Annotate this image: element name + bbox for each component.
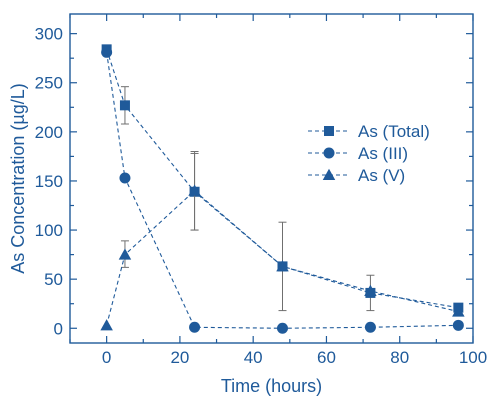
data-point: [100, 319, 113, 331]
y-tick-label: 150: [35, 172, 63, 191]
data-point: [364, 284, 377, 296]
data-point: [452, 305, 465, 317]
series-circle: [101, 46, 464, 334]
y-tick-label: 50: [44, 270, 63, 289]
data-point: [452, 319, 464, 331]
data-point: [188, 184, 201, 196]
x-tick-label: 20: [170, 348, 189, 367]
series-layer: [100, 44, 465, 334]
legend-marker: [323, 147, 335, 159]
data-point: [189, 321, 201, 333]
x-tick-label: 0: [102, 348, 111, 367]
y-axis-title: As Concentration (µg/L): [8, 83, 28, 273]
x-tick-label: 80: [390, 348, 409, 367]
ticks: 0 20 40 60 80 100 0 50 100 150 200 250 300: [35, 14, 487, 367]
x-axis-title: Time (hours): [221, 376, 322, 396]
y-tick-label: 100: [35, 221, 63, 240]
x-tick-label: 40: [244, 348, 263, 367]
series-line: [106, 190, 459, 326]
data-point: [276, 260, 289, 272]
y-tick-label: 200: [35, 123, 63, 142]
legend-label: As (Total): [358, 122, 430, 141]
data-point: [119, 172, 131, 184]
y-tick-label: 250: [35, 74, 63, 93]
data-point: [276, 322, 288, 334]
data-point: [118, 248, 132, 260]
legend: As (Total) As (III) As (V): [308, 122, 430, 185]
legend-label: As (III): [358, 144, 408, 163]
legend-marker: [322, 168, 336, 180]
x-tick-label: 60: [317, 348, 336, 367]
x-tick-label: 100: [459, 348, 487, 367]
plot-frame: [69, 13, 474, 344]
y-tick-label: 0: [54, 319, 63, 338]
series-triangle: [100, 150, 465, 331]
series-square: [101, 44, 464, 313]
axes: [69, 13, 474, 344]
legend-marker: [324, 126, 334, 136]
data-point: [101, 46, 113, 58]
y-tick-label: 300: [35, 25, 63, 44]
data-point: [364, 321, 376, 333]
legend-label: As (V): [358, 166, 405, 185]
data-point: [119, 100, 130, 111]
series-line: [106, 52, 459, 329]
